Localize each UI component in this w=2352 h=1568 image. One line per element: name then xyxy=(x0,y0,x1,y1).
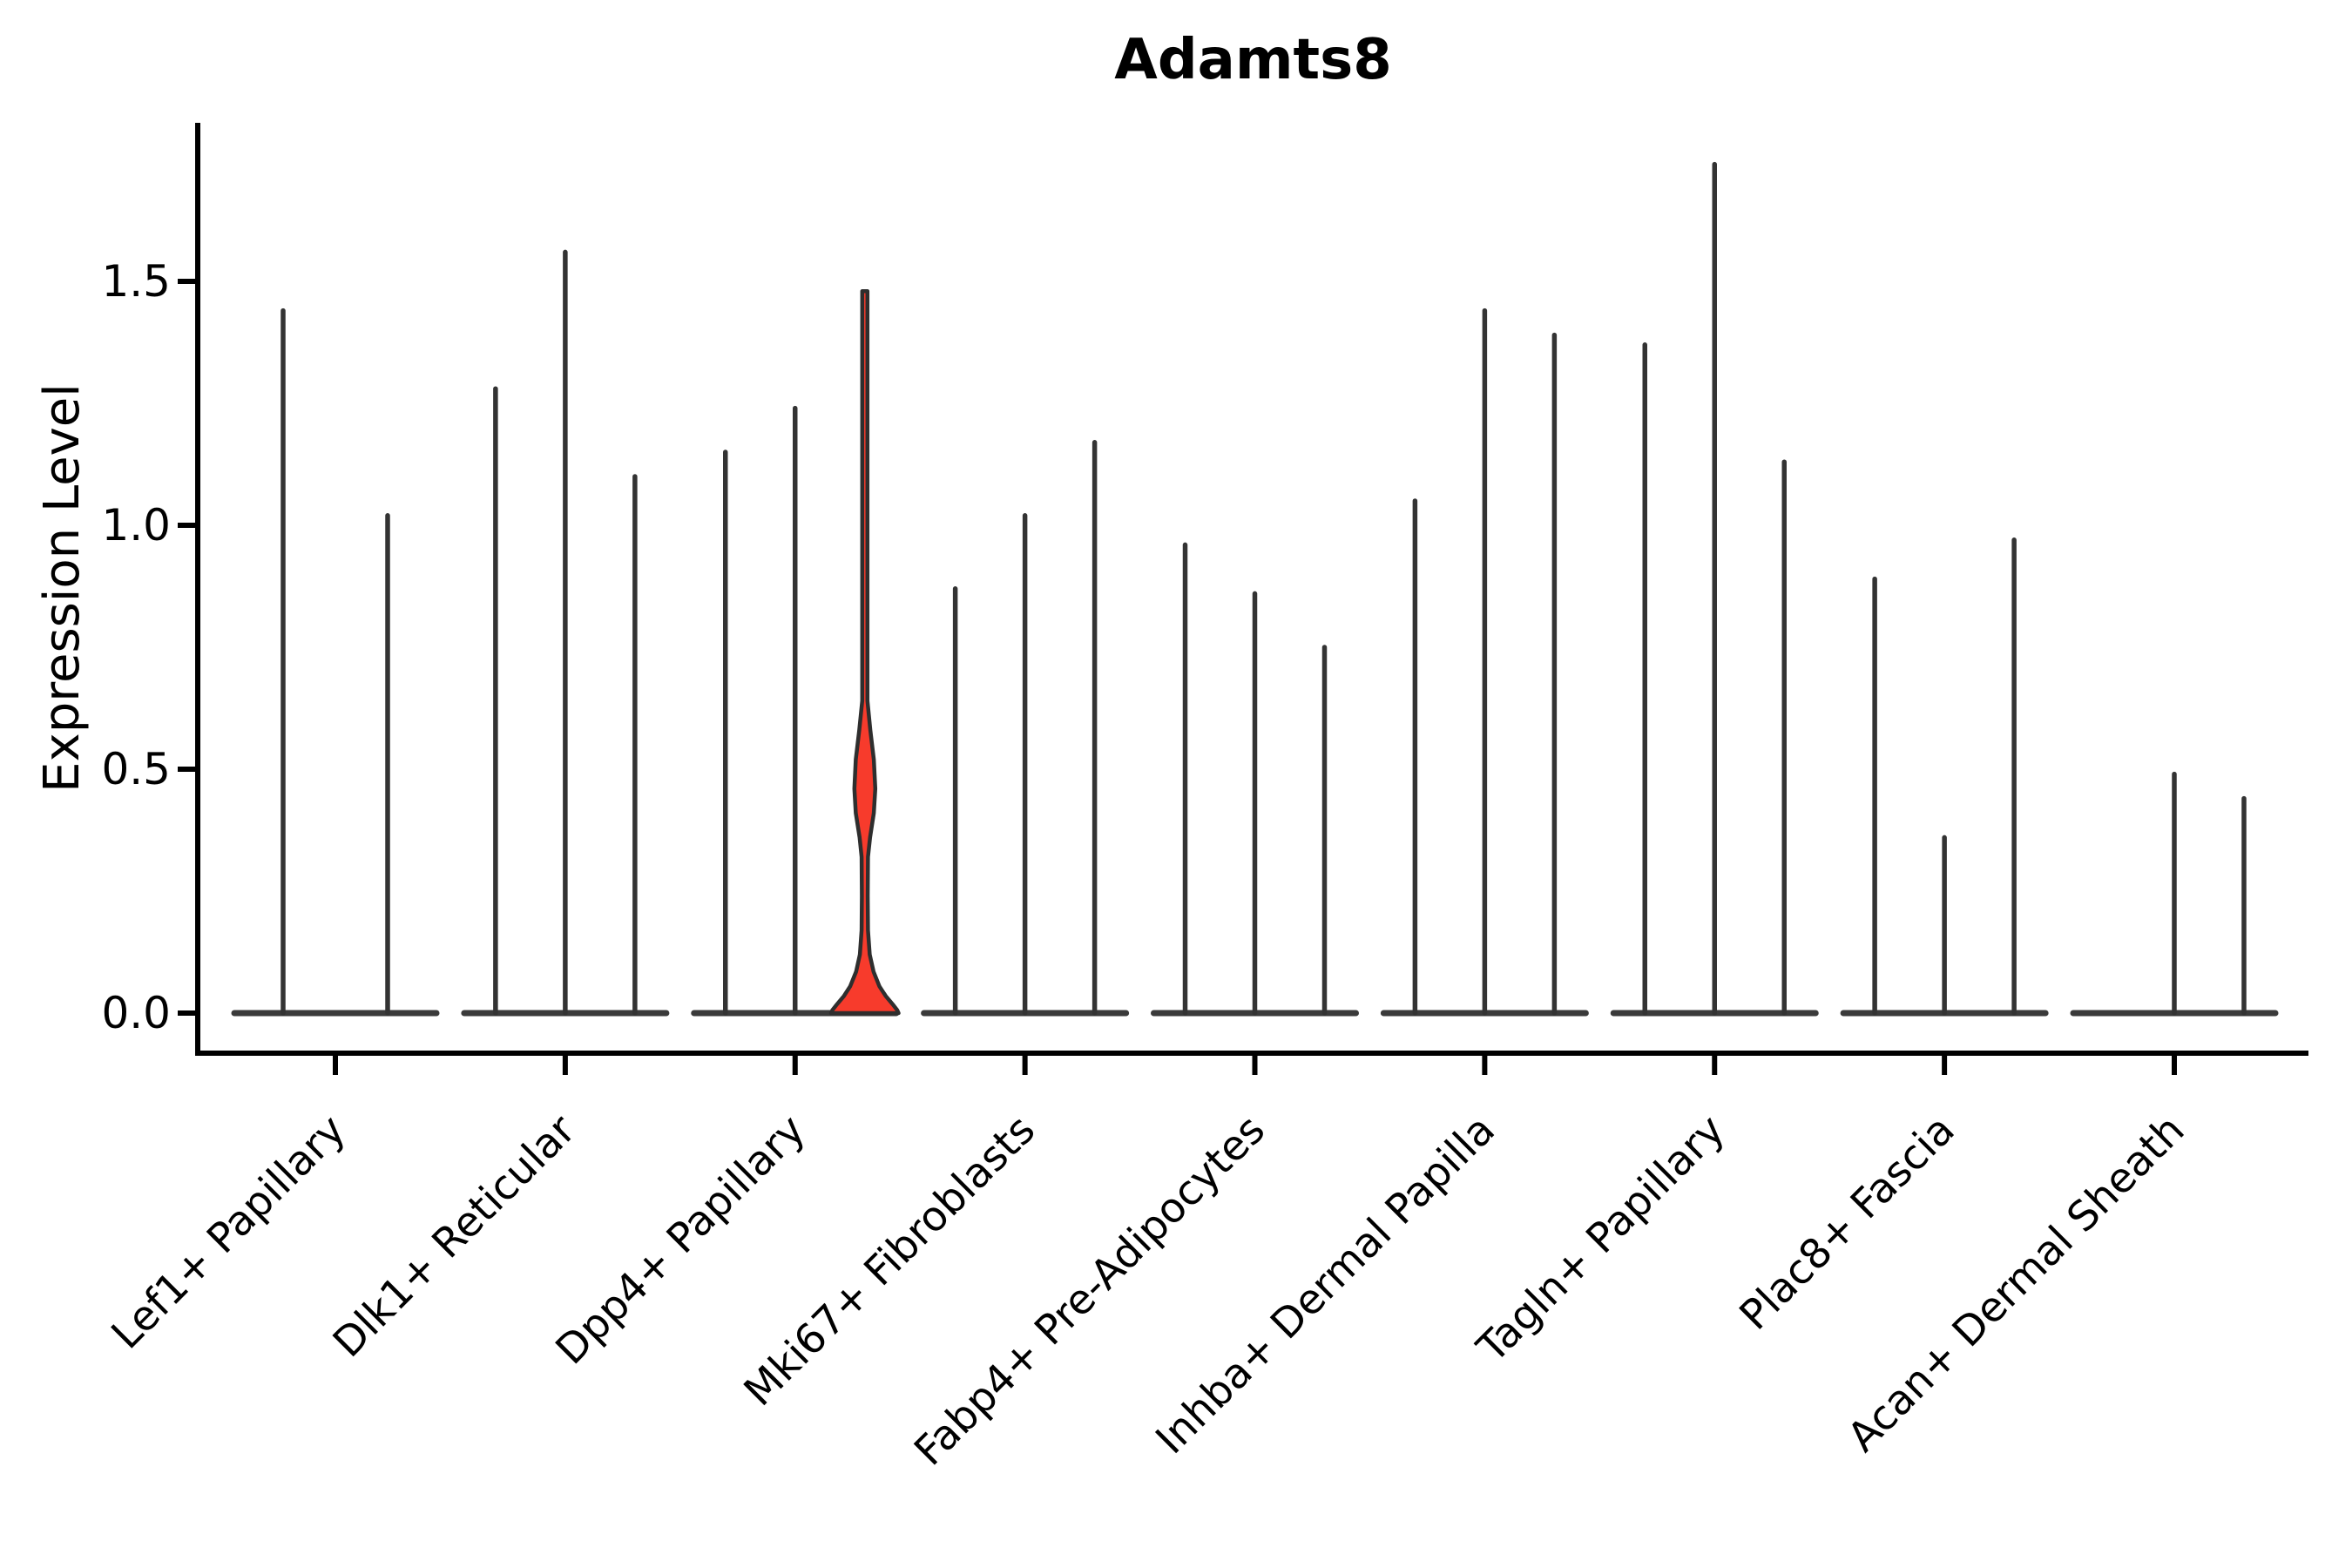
x-tick-label: Dpp4+ Papillary xyxy=(547,1106,815,1375)
x-tick-label: Dlk1+ Reticular xyxy=(324,1105,585,1367)
x-tick-label: Plac8+ Fascia xyxy=(1731,1106,1964,1340)
y-tick-label: 1.0 xyxy=(101,500,171,551)
x-tick-label: Lef1+ Papillary xyxy=(103,1106,355,1359)
y-tick-label: 0.0 xyxy=(101,988,171,1038)
y-tick-label: 1.5 xyxy=(101,256,171,307)
highlighted-violin xyxy=(828,288,901,1016)
y-tick-label: 0.5 xyxy=(101,744,171,794)
x-tick-label: Tagln+ Papillary xyxy=(1468,1106,1734,1373)
chart-title: Adamts8 xyxy=(1114,28,1392,92)
